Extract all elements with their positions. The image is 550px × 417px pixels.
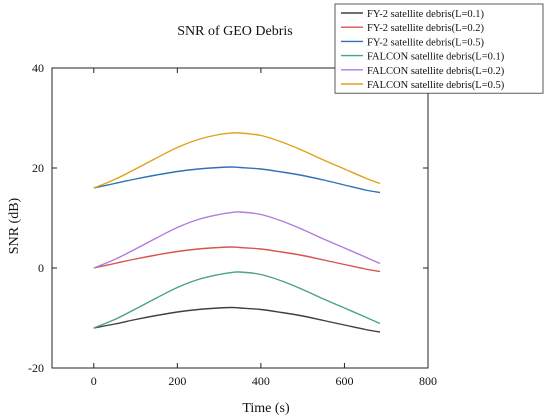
series-line-6: [93, 132, 381, 189]
legend-box: [334, 3, 544, 94]
y-tick-label: 20: [32, 161, 44, 175]
series-line-4: [93, 271, 381, 329]
y-tick-label: -20: [28, 361, 44, 375]
y-tick-label: 40: [32, 61, 44, 75]
plot-frame: [51, 67, 429, 369]
legend-label-2: FY-2 satellite debris(L=0.2): [367, 23, 485, 34]
legend-label-6: FALCON satellite debris(L=0.5): [367, 80, 505, 91]
x-tick-label: 400: [252, 374, 270, 388]
x-tick-label: 0: [91, 374, 97, 388]
series-line-2: [93, 246, 381, 273]
x-tick-label: 600: [335, 374, 353, 388]
y-tick-label: 0: [38, 261, 44, 275]
x-tick-label: 800: [419, 374, 437, 388]
plot-area: 0 200 400 600 800 -20 0 20 40: [28, 61, 437, 388]
x-tick-label: 200: [168, 374, 186, 388]
y-axis-label: SNR (dB): [7, 197, 22, 254]
legend: FY-2 satellite debris(L=0.1) FY-2 satelli…: [334, 3, 544, 94]
legend-label-5: FALCON satellite debris(L=0.2): [367, 66, 505, 77]
legend-label-3: FY-2 satellite debris(L=0.5): [367, 37, 485, 48]
x-axis-label: Time (s): [242, 401, 290, 416]
legend-label-4: FALCON satellite debris(L=0.1): [367, 52, 505, 63]
legend-label-1: FY-2 satellite debris(L=0.1): [367, 9, 485, 20]
series-line-1: [93, 306, 381, 333]
chart-title: SNR of GEO Debris: [177, 24, 293, 39]
series-line-3: [93, 166, 381, 194]
series-line-5: [93, 211, 381, 269]
